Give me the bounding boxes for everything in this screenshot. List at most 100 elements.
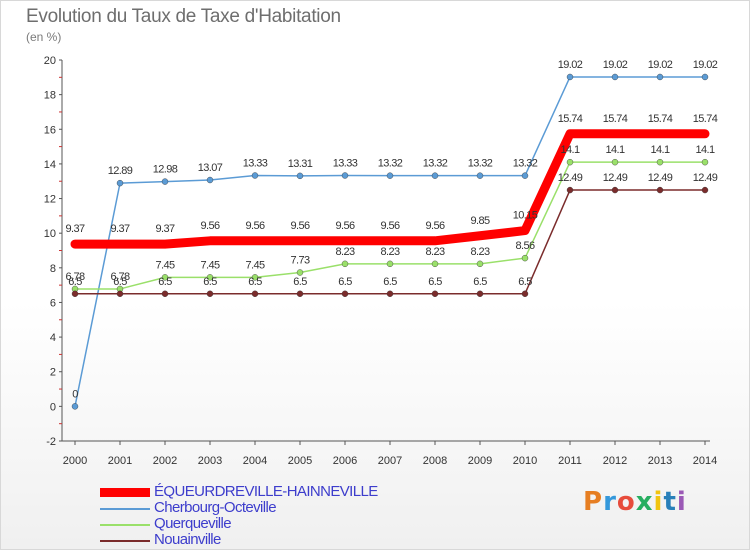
data-point xyxy=(71,403,79,410)
data-point xyxy=(656,73,664,81)
x-tick-label: 2011 xyxy=(558,455,582,467)
data-label: 12.49 xyxy=(648,172,673,184)
x-tick-label: 2001 xyxy=(108,455,132,467)
data-point xyxy=(161,274,169,281)
data-label: 13.31 xyxy=(288,158,313,170)
data-label: 9.37 xyxy=(65,223,84,235)
data-label: 9.56 xyxy=(290,220,309,232)
data-point xyxy=(701,73,709,81)
data-label: 13.32 xyxy=(468,158,493,170)
logo-letter: i xyxy=(653,487,664,517)
legend-swatch xyxy=(100,508,150,510)
y-tick-label: 0 xyxy=(50,401,56,413)
data-label: 9.56 xyxy=(245,220,264,232)
data-label: 19.02 xyxy=(558,59,583,71)
y-tick-label: 10 xyxy=(44,228,56,240)
data-label: 19.02 xyxy=(648,59,673,71)
data-point xyxy=(521,172,529,179)
data-point xyxy=(431,290,439,297)
data-point xyxy=(71,290,79,297)
data-label: 9.37 xyxy=(155,223,174,235)
data-point xyxy=(206,290,214,297)
data-point xyxy=(566,186,574,194)
x-tick-label: 2013 xyxy=(648,455,672,467)
legend-label: Nouainville xyxy=(154,531,221,548)
data-label: 6.5 xyxy=(203,276,217,288)
data-label: 6.5 xyxy=(68,276,82,288)
data-label: 13.33 xyxy=(243,158,268,170)
data-label: 6.78 xyxy=(65,271,84,283)
legend-swatch xyxy=(100,488,150,497)
data-point xyxy=(386,260,394,268)
data-label: 19.02 xyxy=(603,59,628,71)
data-point xyxy=(296,290,304,297)
logo-letter: x xyxy=(635,487,654,517)
data-point xyxy=(206,274,214,281)
data-label: 13.32 xyxy=(513,158,538,170)
data-label: 13.32 xyxy=(378,158,403,170)
logo-letter: P xyxy=(583,487,604,517)
y-tick-label: 8 xyxy=(50,263,56,275)
data-label: 6.5 xyxy=(518,276,532,288)
data-point xyxy=(431,260,439,268)
data-label: 6.5 xyxy=(293,276,307,288)
y-tick-label: 12 xyxy=(44,194,56,206)
data-label: 9.56 xyxy=(380,220,399,232)
y-tick-label: 4 xyxy=(50,332,56,344)
data-point xyxy=(341,172,349,179)
data-label: 6.5 xyxy=(338,276,352,288)
data-point xyxy=(476,172,484,179)
legend-item: Cherbourg-Octeville xyxy=(100,499,420,517)
data-point xyxy=(161,290,169,297)
data-label: 0 xyxy=(72,388,78,400)
data-point xyxy=(521,290,529,297)
x-tick-label: 2010 xyxy=(513,455,537,467)
data-label: 8.23 xyxy=(425,246,444,258)
data-point xyxy=(656,158,664,166)
data-label: 7.73 xyxy=(290,254,309,266)
legend-label: Querqueville xyxy=(154,515,232,532)
data-label: 9.85 xyxy=(470,215,489,227)
data-point xyxy=(251,172,259,179)
data-point xyxy=(476,260,484,268)
data-label: 15.74 xyxy=(648,113,673,125)
data-point xyxy=(566,73,574,81)
data-point xyxy=(116,290,124,297)
logo-letter: t xyxy=(663,487,677,517)
chart-title: Evolution du Taux de Taxe d'Habitation xyxy=(26,6,341,27)
data-point xyxy=(701,186,709,194)
data-label: 6.5 xyxy=(113,276,127,288)
data-point xyxy=(296,269,304,276)
y-tick-label: 2 xyxy=(50,367,56,379)
x-tick-label: 2007 xyxy=(378,455,402,467)
legend-label: ÉQUEURDREVILLE-HAINNEVILLE xyxy=(154,483,378,500)
data-point xyxy=(521,254,529,262)
data-point xyxy=(386,290,394,297)
data-label: 7.45 xyxy=(200,259,219,271)
data-point xyxy=(566,158,574,166)
legend-item: Querqueville xyxy=(100,515,420,533)
data-label: 7.45 xyxy=(245,259,264,271)
data-label: 13.33 xyxy=(333,158,358,170)
data-label: 15.74 xyxy=(603,113,628,125)
data-point xyxy=(476,290,484,297)
x-tick-label: 2006 xyxy=(333,455,357,467)
x-tick-label: 2003 xyxy=(198,455,222,467)
data-label: 12.98 xyxy=(153,164,178,176)
data-label: 12.49 xyxy=(603,172,628,184)
x-tick-label: 2000 xyxy=(63,455,87,467)
x-tick-label: 2009 xyxy=(468,455,492,467)
x-tick-label: 2012 xyxy=(603,455,627,467)
data-label: 6.5 xyxy=(248,276,262,288)
data-label: 6.5 xyxy=(428,276,442,288)
data-point xyxy=(206,176,214,184)
data-label: 6.5 xyxy=(158,276,172,288)
data-label: 9.56 xyxy=(200,220,219,232)
data-label: 8.23 xyxy=(380,246,399,258)
data-point xyxy=(701,158,709,166)
x-tick-label: 2002 xyxy=(153,455,177,467)
y-tick-label: 6 xyxy=(50,297,56,309)
data-label: 6.5 xyxy=(473,276,487,288)
data-label: 8.23 xyxy=(470,246,489,258)
